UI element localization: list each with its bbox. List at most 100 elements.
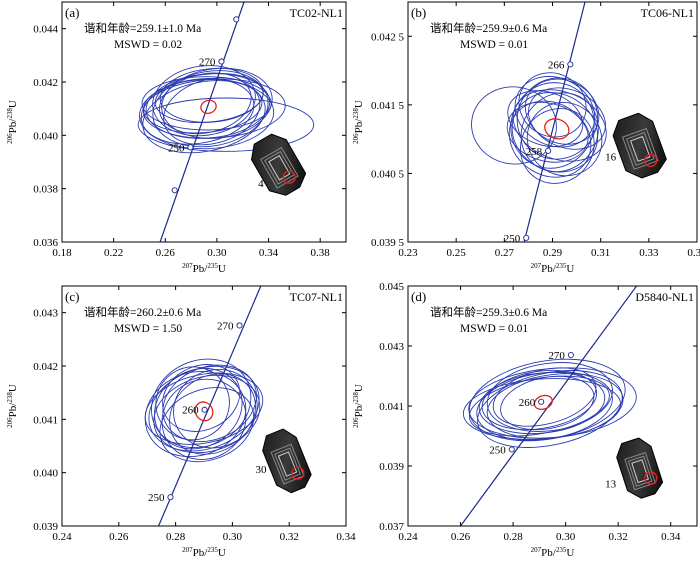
x-tick-label: 0.24	[52, 531, 72, 543]
error-ellipse	[161, 378, 247, 460]
concordia-age-marker	[187, 144, 194, 151]
concordia-age-text: 谐和年龄=259.9±0.6 Ma	[430, 21, 547, 35]
error-ellipse	[506, 101, 589, 163]
error-ellipse	[471, 86, 557, 165]
concordia-curve	[158, 286, 262, 526]
error-ellipse	[520, 92, 599, 173]
concordia-age-marker	[545, 147, 552, 154]
concordia-tick-marker	[233, 16, 240, 23]
sample-name: TC07-NL1	[290, 290, 343, 304]
concordia-age-marker	[236, 322, 243, 329]
y-axis-label: 206Pb/238U	[352, 384, 365, 428]
y-tick-label: 0.037	[379, 521, 404, 533]
concordia-age-label: 258	[526, 146, 543, 158]
x-tick-label: 0.26	[451, 531, 471, 543]
concordia-age-text: 谐和年龄=260.2±0.6 Ma	[84, 305, 201, 319]
error-ellipse	[462, 378, 622, 440]
y-axis-label-mid: 238	[352, 392, 360, 403]
y-axis-label-mid: 238	[352, 108, 360, 119]
plot-area	[471, 2, 607, 242]
y-tick-label: 0.039	[33, 521, 58, 533]
x-tick-label: 0.29	[543, 247, 563, 259]
plot-area	[137, 2, 315, 242]
concordia-age-text: 谐和年龄=259.3±0.6 Ma	[430, 305, 547, 319]
error-ellipse	[468, 375, 610, 437]
x-axis-label-post: U	[218, 263, 226, 275]
panel-label: (a)	[65, 5, 79, 20]
zircon-zoning	[260, 146, 299, 189]
y-tick-label: 0.044	[33, 24, 58, 36]
concordia-age-ellipse	[533, 394, 553, 411]
y-tick-label: 0.041 5	[371, 100, 405, 112]
x-axis-label-main: Pb/	[541, 263, 557, 275]
y-axis-label: 206Pb/238U	[6, 100, 19, 144]
sample-name: TC02-NL1	[290, 6, 343, 20]
x-axis-label-pre: 207	[531, 262, 542, 270]
zircon-zoning	[268, 155, 291, 181]
error-ellipse	[137, 97, 315, 152]
y-tick-label: 0.043	[33, 308, 58, 320]
zircon-cl-image	[262, 428, 312, 494]
x-tick-label: 0.28	[166, 531, 186, 543]
error-ellipse	[528, 87, 606, 150]
x-tick-label: 0.27	[495, 247, 515, 259]
analysis-spot	[644, 153, 658, 168]
error-ellipse	[514, 75, 596, 148]
y-axis-label: 206Pb/238U	[352, 100, 365, 144]
x-tick-label: 0.34	[336, 531, 356, 543]
y-tick-label: 0.043	[379, 341, 404, 353]
y-tick-label: 0.039 5	[371, 237, 405, 249]
error-ellipse	[173, 368, 258, 449]
y-tick-label: 0.039	[379, 461, 404, 473]
y-tick-label: 0.040	[33, 130, 58, 142]
mswd-text: MSWD = 0.02	[114, 39, 182, 51]
x-axis-label-mid: 235	[207, 262, 218, 270]
concordia-curve	[523, 2, 586, 242]
error-ellipse	[150, 358, 252, 449]
error-ellipse	[162, 364, 257, 442]
error-ellipse	[526, 102, 603, 177]
y-axis-label-mid: 238	[6, 108, 14, 119]
y-tick-label: 0.040	[33, 468, 58, 480]
concordia-age-marker	[523, 234, 530, 241]
y-axis-label-post: U	[7, 100, 19, 108]
error-ellipse	[162, 364, 241, 432]
concordia-age-marker	[567, 61, 574, 68]
concordia-age-text: 谐和年龄=259.1±1.0 Ma	[84, 21, 201, 35]
x-axis-label-main: Pb/	[193, 547, 209, 559]
concordia-age-label: 250	[489, 445, 506, 457]
concordia-age-marker	[201, 406, 208, 413]
panel-label: (b)	[411, 5, 426, 20]
x-tick-label: 0.30	[207, 247, 227, 259]
zircon-grain	[612, 112, 667, 179]
x-tick-label: 0.32	[609, 531, 628, 543]
error-ellipse	[159, 387, 255, 463]
concordia-age-marker	[567, 351, 574, 359]
analysis-spot	[291, 466, 305, 480]
error-ellipse	[144, 372, 264, 445]
concordia-panel-a: 250 270 0.18 0.22 0.26 0.30 0.34 0.38 0.036 0.038…	[6, 1, 347, 275]
x-axis-label-post: U	[566, 263, 574, 275]
concordia-age-label: 270	[548, 350, 565, 362]
zircon-cl-image	[612, 112, 667, 179]
zircon-zoning	[631, 459, 649, 484]
error-ellipse	[159, 67, 264, 123]
x-tick-label: 0.24	[398, 531, 418, 543]
concordia-age-label: 266	[548, 59, 565, 71]
plot-area	[460, 286, 638, 526]
x-axis-label-mid: 235	[556, 546, 567, 554]
concordia-age-label: 250	[504, 233, 521, 245]
y-axis-label-post: U	[353, 384, 365, 392]
spot-number: 4	[258, 178, 264, 190]
y-tick-label: 0.042	[33, 77, 58, 89]
y-tick-label: 0.041	[33, 414, 58, 426]
y-axis-label-post: U	[7, 384, 19, 392]
concordia-age-marker	[508, 446, 515, 453]
concordia-curve	[159, 2, 245, 242]
spot-number: 30	[255, 464, 267, 476]
sample-name: D5840-NL1	[635, 290, 694, 304]
y-axis-label: 206Pb/238U	[6, 384, 19, 428]
x-axis-label-post: U	[566, 547, 574, 559]
zircon-zoning	[627, 455, 653, 487]
